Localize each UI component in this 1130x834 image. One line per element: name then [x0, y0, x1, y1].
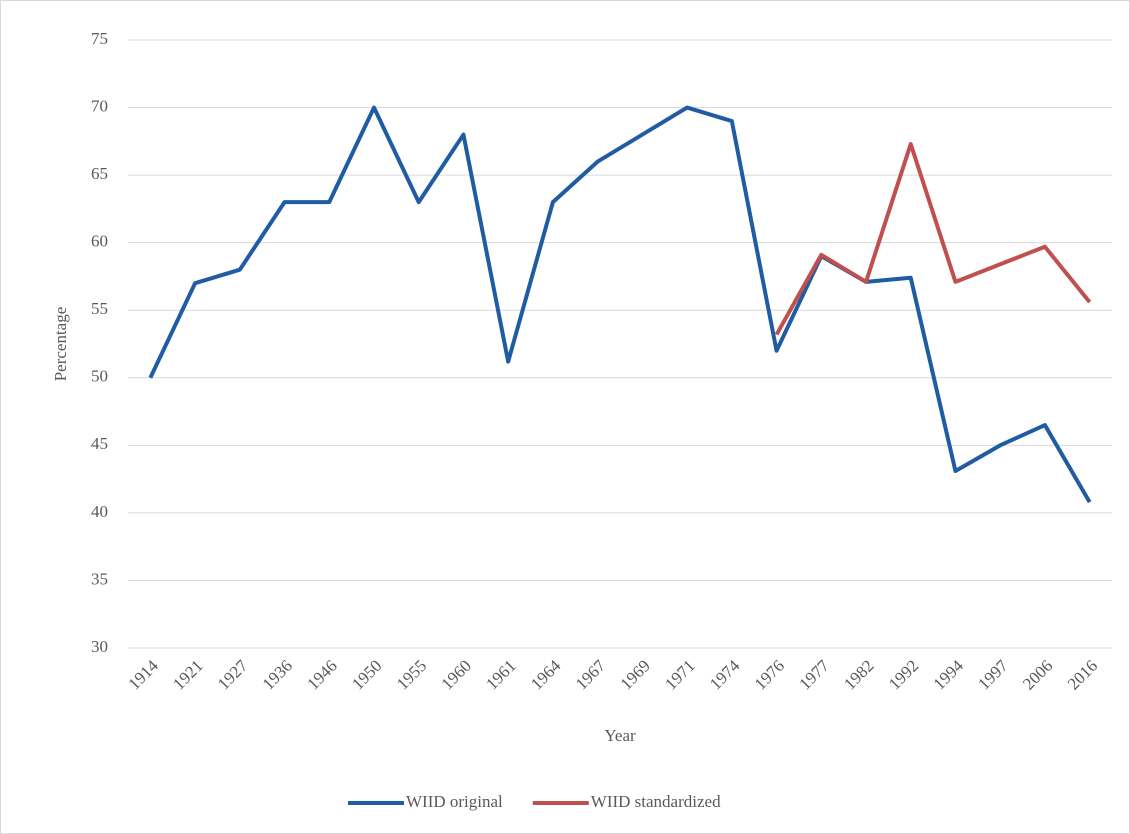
y-tick-label: 50 — [91, 367, 108, 386]
y-tick-label: 40 — [91, 502, 108, 521]
series-line — [774, 142, 1092, 336]
legend-label: WIID standardized — [591, 792, 721, 811]
legend-label: WIID original — [406, 792, 503, 811]
y-tick-label: 75 — [91, 29, 108, 48]
y-tick-label: 35 — [91, 569, 108, 588]
series-line — [148, 105, 1092, 504]
y-tick-label: 45 — [91, 434, 108, 453]
y-axis-title: Percentage — [51, 307, 70, 382]
y-tick-label: 30 — [91, 637, 108, 656]
y-tick-label: 60 — [91, 232, 108, 251]
x-axis-title: Year — [604, 726, 636, 745]
y-tick-label: 55 — [91, 299, 108, 318]
y-tick-label: 70 — [91, 96, 108, 115]
y-tick-label: 65 — [91, 164, 108, 183]
